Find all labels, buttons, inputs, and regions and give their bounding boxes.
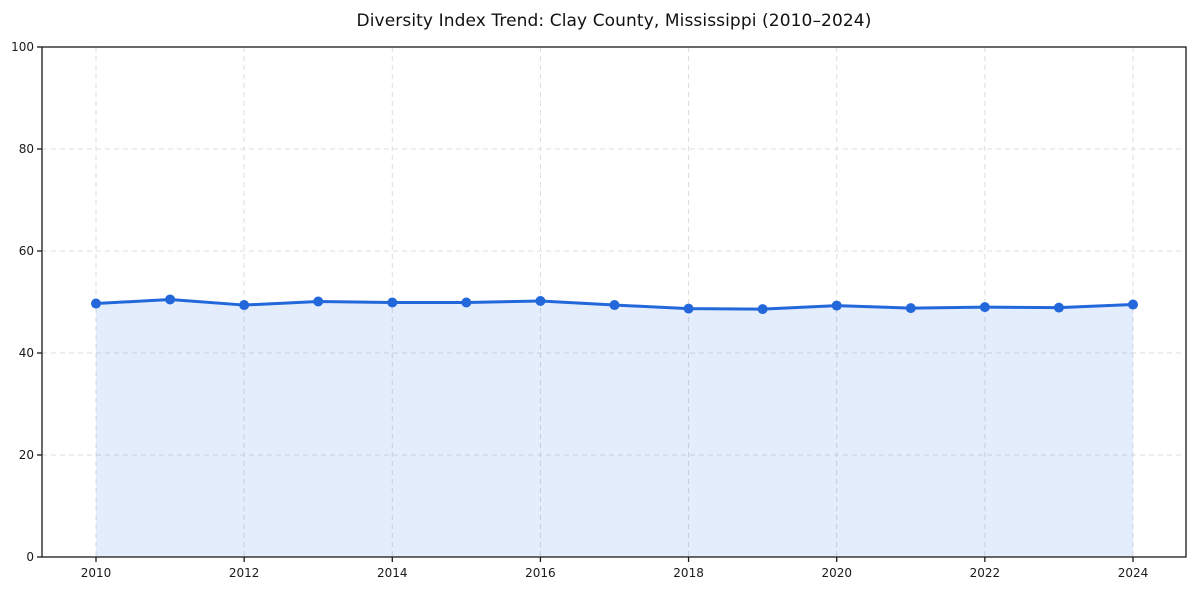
- data-point: [1128, 299, 1138, 310]
- data-point: [757, 304, 768, 315]
- x-tick-label: 2018: [673, 566, 704, 580]
- y-tick-label: 100: [11, 40, 34, 54]
- data-point: [387, 297, 398, 308]
- data-point: [609, 300, 620, 311]
- data-point: [91, 298, 101, 309]
- data-point: [905, 303, 916, 314]
- y-tick-label: 80: [19, 142, 34, 156]
- y-tick-label: 20: [19, 448, 34, 462]
- data-point: [979, 302, 990, 313]
- plot-border: [41, 46, 1187, 558]
- data-point: [831, 300, 842, 311]
- x-tick-label: 2014: [377, 566, 408, 580]
- x-tick-label: 2024: [1118, 566, 1149, 580]
- data-point: [683, 303, 694, 314]
- data-point: [165, 294, 176, 305]
- data-point: [1053, 302, 1064, 313]
- x-tick-label: 2020: [821, 566, 852, 580]
- data-point: [461, 297, 472, 308]
- y-tick-label: 0: [26, 550, 34, 564]
- x-tick-label: 2016: [525, 566, 556, 580]
- data-point: [535, 295, 546, 306]
- area-fill: [96, 299, 1133, 557]
- y-tick-label: 40: [19, 346, 34, 360]
- y-tick-label: 60: [19, 244, 34, 258]
- x-tick-label: 2010: [81, 566, 112, 580]
- x-tick-label: 2022: [970, 566, 1001, 580]
- data-point: [313, 296, 324, 307]
- x-tick-label: 2012: [229, 566, 260, 580]
- chart-title: Diversity Index Trend: Clay County, Miss…: [356, 11, 872, 31]
- data-point: [239, 300, 250, 311]
